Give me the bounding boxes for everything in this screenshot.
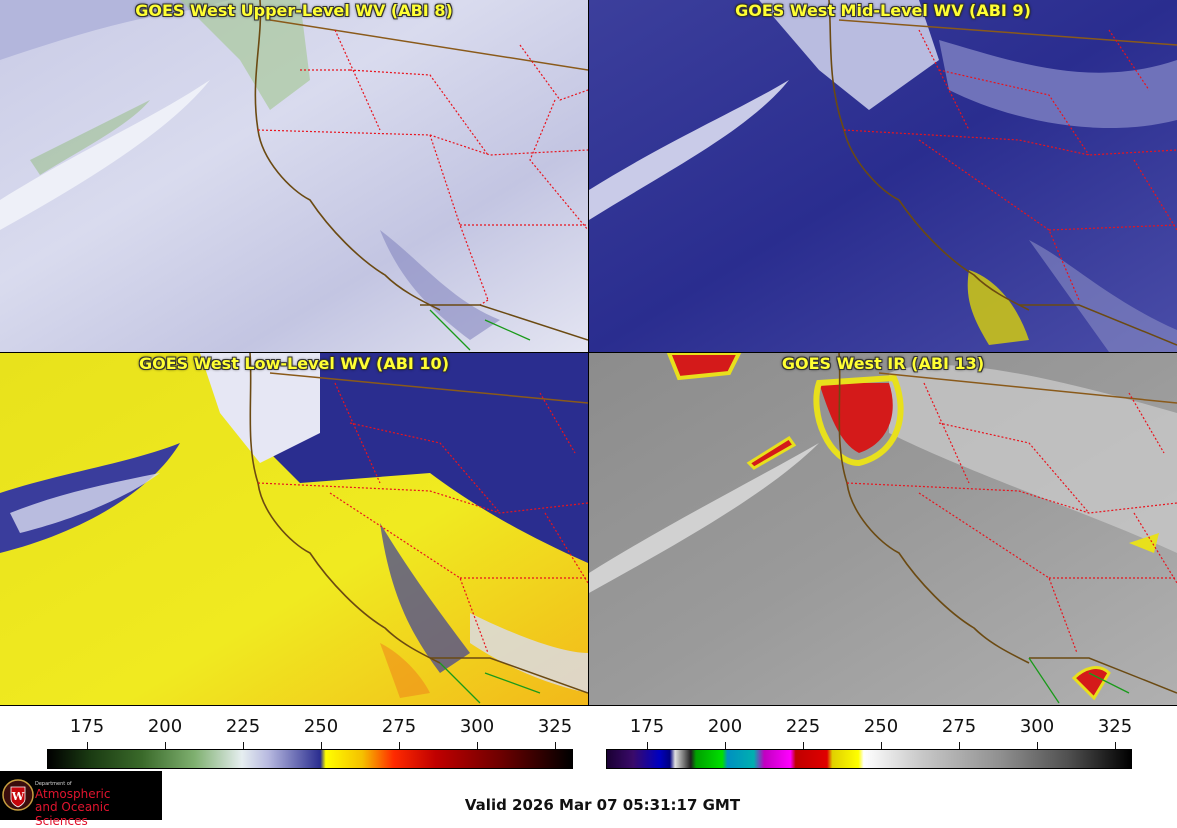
ir-tick <box>647 742 648 749</box>
ir-tick <box>803 742 804 749</box>
ir-tick-label: 275 <box>941 716 977 737</box>
ir-tick-label: 325 <box>1097 716 1133 737</box>
wv-tick-label: 275 <box>381 716 417 737</box>
wv-tick <box>399 742 400 749</box>
panel-divider-horizontal <box>0 352 1177 353</box>
wv-tick-label: 300 <box>459 716 495 737</box>
panel-mid-wv: GOES West Mid-Level WV (ABI 9) <box>589 0 1177 352</box>
ir-tick <box>881 742 882 749</box>
panel-title: GOES West Mid-Level WV (ABI 9) <box>735 1 1031 20</box>
mid-wv-image <box>589 0 1177 352</box>
wv-tick-label: 200 <box>147 716 183 737</box>
wv-tick-label: 325 <box>537 716 573 737</box>
wv-tick <box>321 742 322 749</box>
ir-tick-label: 300 <box>1019 716 1055 737</box>
aos-logo: W Department of Atmospheric and Oceanic … <box>0 771 162 828</box>
panel-title: GOES West Low-Level WV (ABI 10) <box>138 354 449 373</box>
wv-tick <box>243 742 244 749</box>
logo-dept: Department of <box>35 781 72 787</box>
upper-wv-image <box>0 0 588 352</box>
ir-tick <box>1115 742 1116 749</box>
wv-tick-label: 175 <box>69 716 105 737</box>
ir-tick <box>725 742 726 749</box>
low-wv-image <box>0 353 588 705</box>
wv-tick <box>165 742 166 749</box>
wv-tick <box>87 742 88 749</box>
panel-upper-wv: GOES West Upper-Level WV (ABI 8) <box>0 0 588 352</box>
wv-tick-label: 225 <box>225 716 261 737</box>
wv-tick <box>555 742 556 749</box>
panel-low-wv: GOES West Low-Level WV (ABI 10) <box>0 353 588 705</box>
valid-time: Valid 2026 Mar 07 05:31:17 GMT <box>464 796 741 814</box>
logo-line1: Atmospheric <box>35 787 111 801</box>
ir-image <box>589 353 1177 705</box>
wv-tick <box>477 742 478 749</box>
ir-tick-label: 175 <box>629 716 665 737</box>
panel-ir: GOES West IR (ABI 13) <box>589 353 1177 705</box>
ir-tick <box>959 742 960 749</box>
panel-title: GOES West Upper-Level WV (ABI 8) <box>135 1 453 20</box>
uw-seal-icon: W <box>2 779 34 811</box>
panel-title: GOES West IR (ABI 13) <box>781 354 985 373</box>
ir-tick-label: 200 <box>707 716 743 737</box>
ir-tick-label: 250 <box>863 716 899 737</box>
panel-bottom-border <box>0 705 1177 706</box>
wv-tick-label: 250 <box>303 716 339 737</box>
ir-colorbar <box>606 749 1132 769</box>
wv-colorbar <box>47 749 573 769</box>
ir-tick-label: 225 <box>785 716 821 737</box>
svg-text:W: W <box>11 790 25 803</box>
ir-tick <box>1037 742 1038 749</box>
